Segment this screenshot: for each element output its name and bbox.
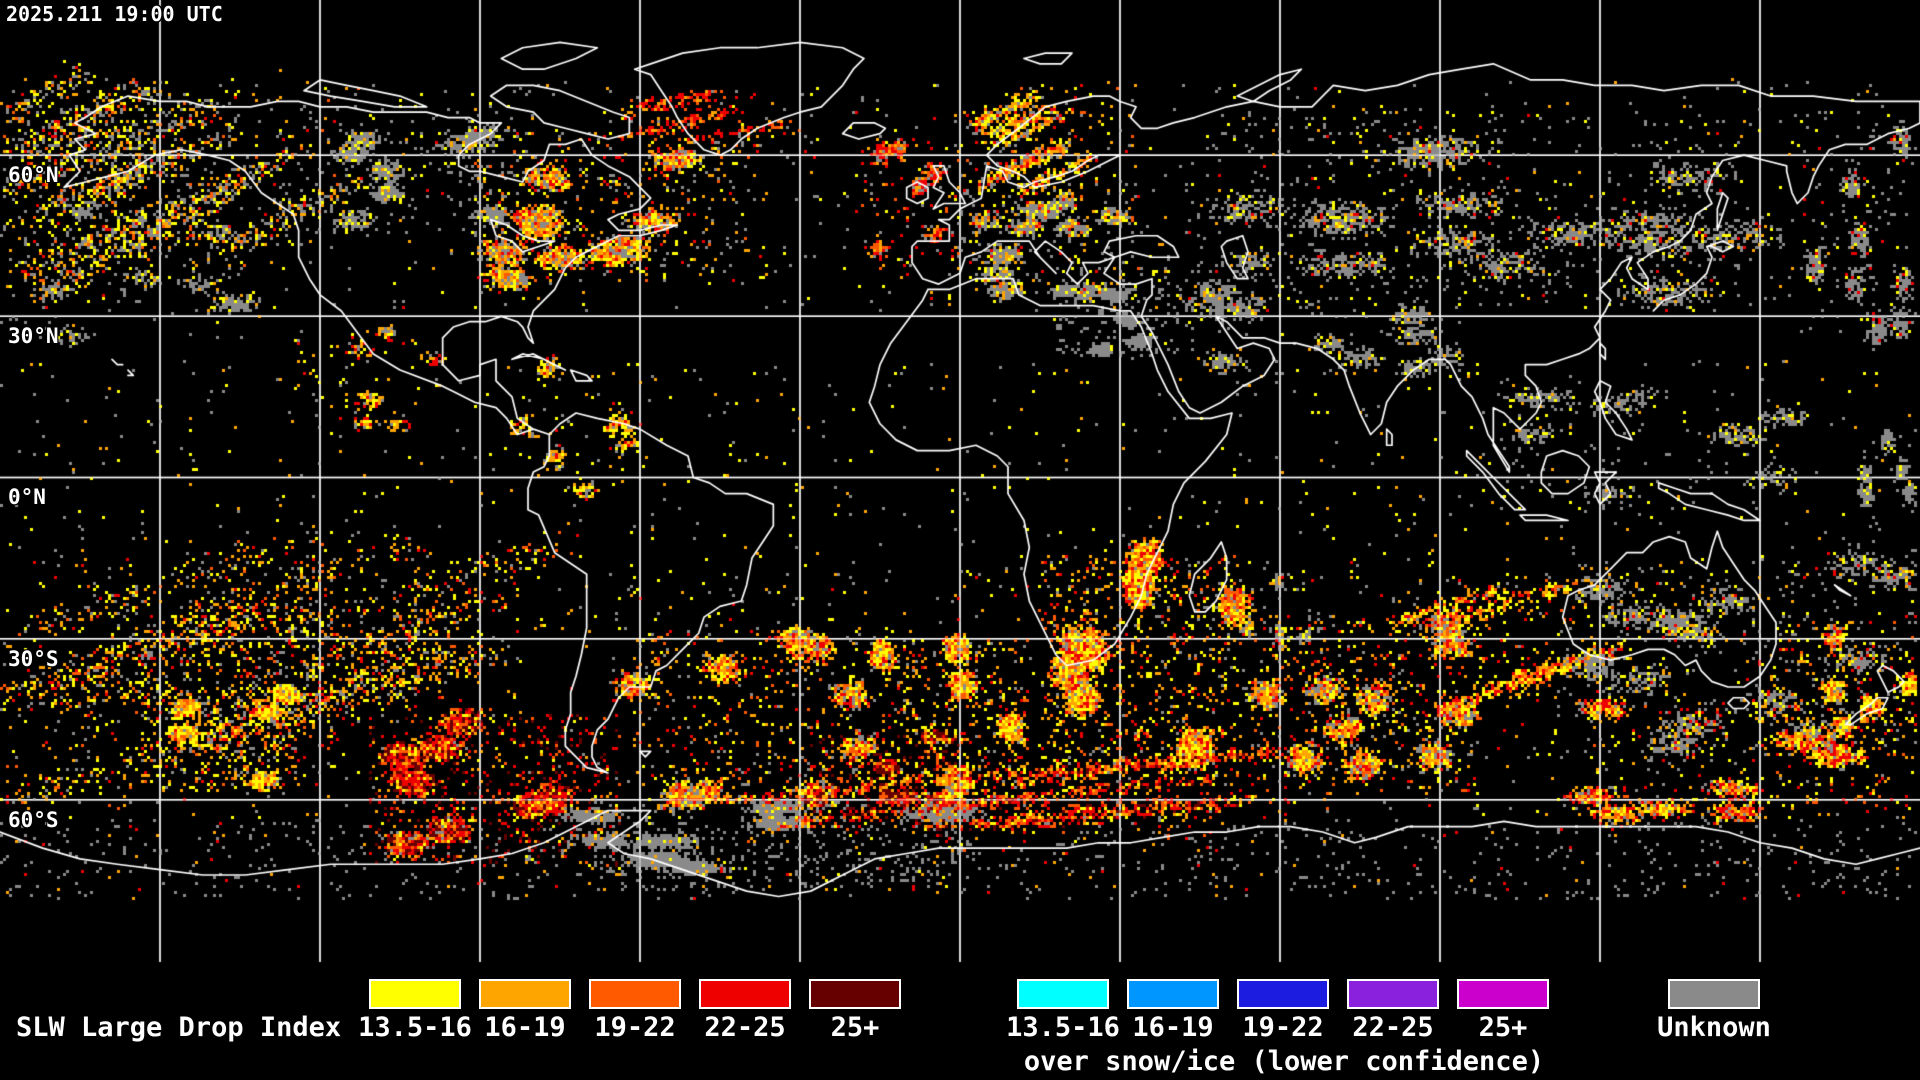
legend-standard-item-4 (809, 979, 901, 1009)
legend-standard-item-0 (369, 979, 461, 1009)
latitude-label-30s: 30°S (8, 646, 59, 671)
legend-snow-ice-item-4 (1457, 979, 1549, 1009)
legend-snow-ice-swatch-3 (1347, 979, 1439, 1009)
legend-snow-ice-item-1 (1127, 979, 1219, 1009)
legend-standard-range-label-2: 19-22 (594, 1012, 676, 1043)
legend-title: SLW Large Drop Index (16, 1012, 342, 1043)
latitude-label-30n: 30°N (8, 324, 59, 349)
legend-snow-ice-range-label-3: 22-25 (1352, 1012, 1434, 1043)
legend-standard-range-label-3: 22-25 (704, 1012, 786, 1043)
legend-snow-ice-swatch-0 (1017, 979, 1109, 1009)
legend-standard-item-1 (479, 979, 571, 1009)
legend-standard-range-label-0: 13.5-16 (358, 1012, 472, 1043)
world-map-canvas (0, 0, 1920, 966)
latitude-label-60s: 60°S (8, 807, 59, 832)
legend-snow-ice-swatch-4 (1457, 979, 1549, 1009)
timestamp-label: 2025.211 19:00 UTC (6, 2, 223, 26)
latitude-label-0n: 0°N (8, 485, 46, 510)
legend-standard-item-3 (699, 979, 791, 1009)
legend-snow-ice-swatch-1 (1127, 979, 1219, 1009)
legend-snow-ice-item-2 (1237, 979, 1329, 1009)
legend-snow-ice-swatch-2 (1237, 979, 1329, 1009)
legend-standard-swatch-0 (369, 979, 461, 1009)
legend-standard-item-2 (589, 979, 681, 1009)
legend-standard-range-label-1: 16-19 (484, 1012, 566, 1043)
legend-snow-ice-range-label-1: 16-19 (1132, 1012, 1214, 1043)
legend-standard-swatch-2 (589, 979, 681, 1009)
legend-snow-ice-item-0 (1017, 979, 1109, 1009)
legend-snow-ice-range-label-4: 25+ (1478, 1012, 1528, 1043)
legend-standard-swatch-4 (809, 979, 901, 1009)
legend-unknown-swatch-wrap (1668, 979, 1760, 1009)
legend-snow-ice-item-3 (1347, 979, 1439, 1009)
legend-snow-ice-range-label-0: 13.5-16 (1006, 1012, 1120, 1043)
legend-snow-ice-range-label-2: 19-22 (1242, 1012, 1324, 1043)
legend-unknown-swatch (1668, 979, 1760, 1009)
legend-unknown-label: Unknown (1657, 1012, 1771, 1043)
legend-standard-swatch-3 (699, 979, 791, 1009)
latitude-label-60n: 60°N (8, 163, 59, 188)
legend-standard-swatch-1 (479, 979, 571, 1009)
legend-standard-range-label-4: 25+ (830, 1012, 880, 1043)
legend-snow-ice-caption: over snow/ice (lower confidence) (1023, 1046, 1545, 1077)
